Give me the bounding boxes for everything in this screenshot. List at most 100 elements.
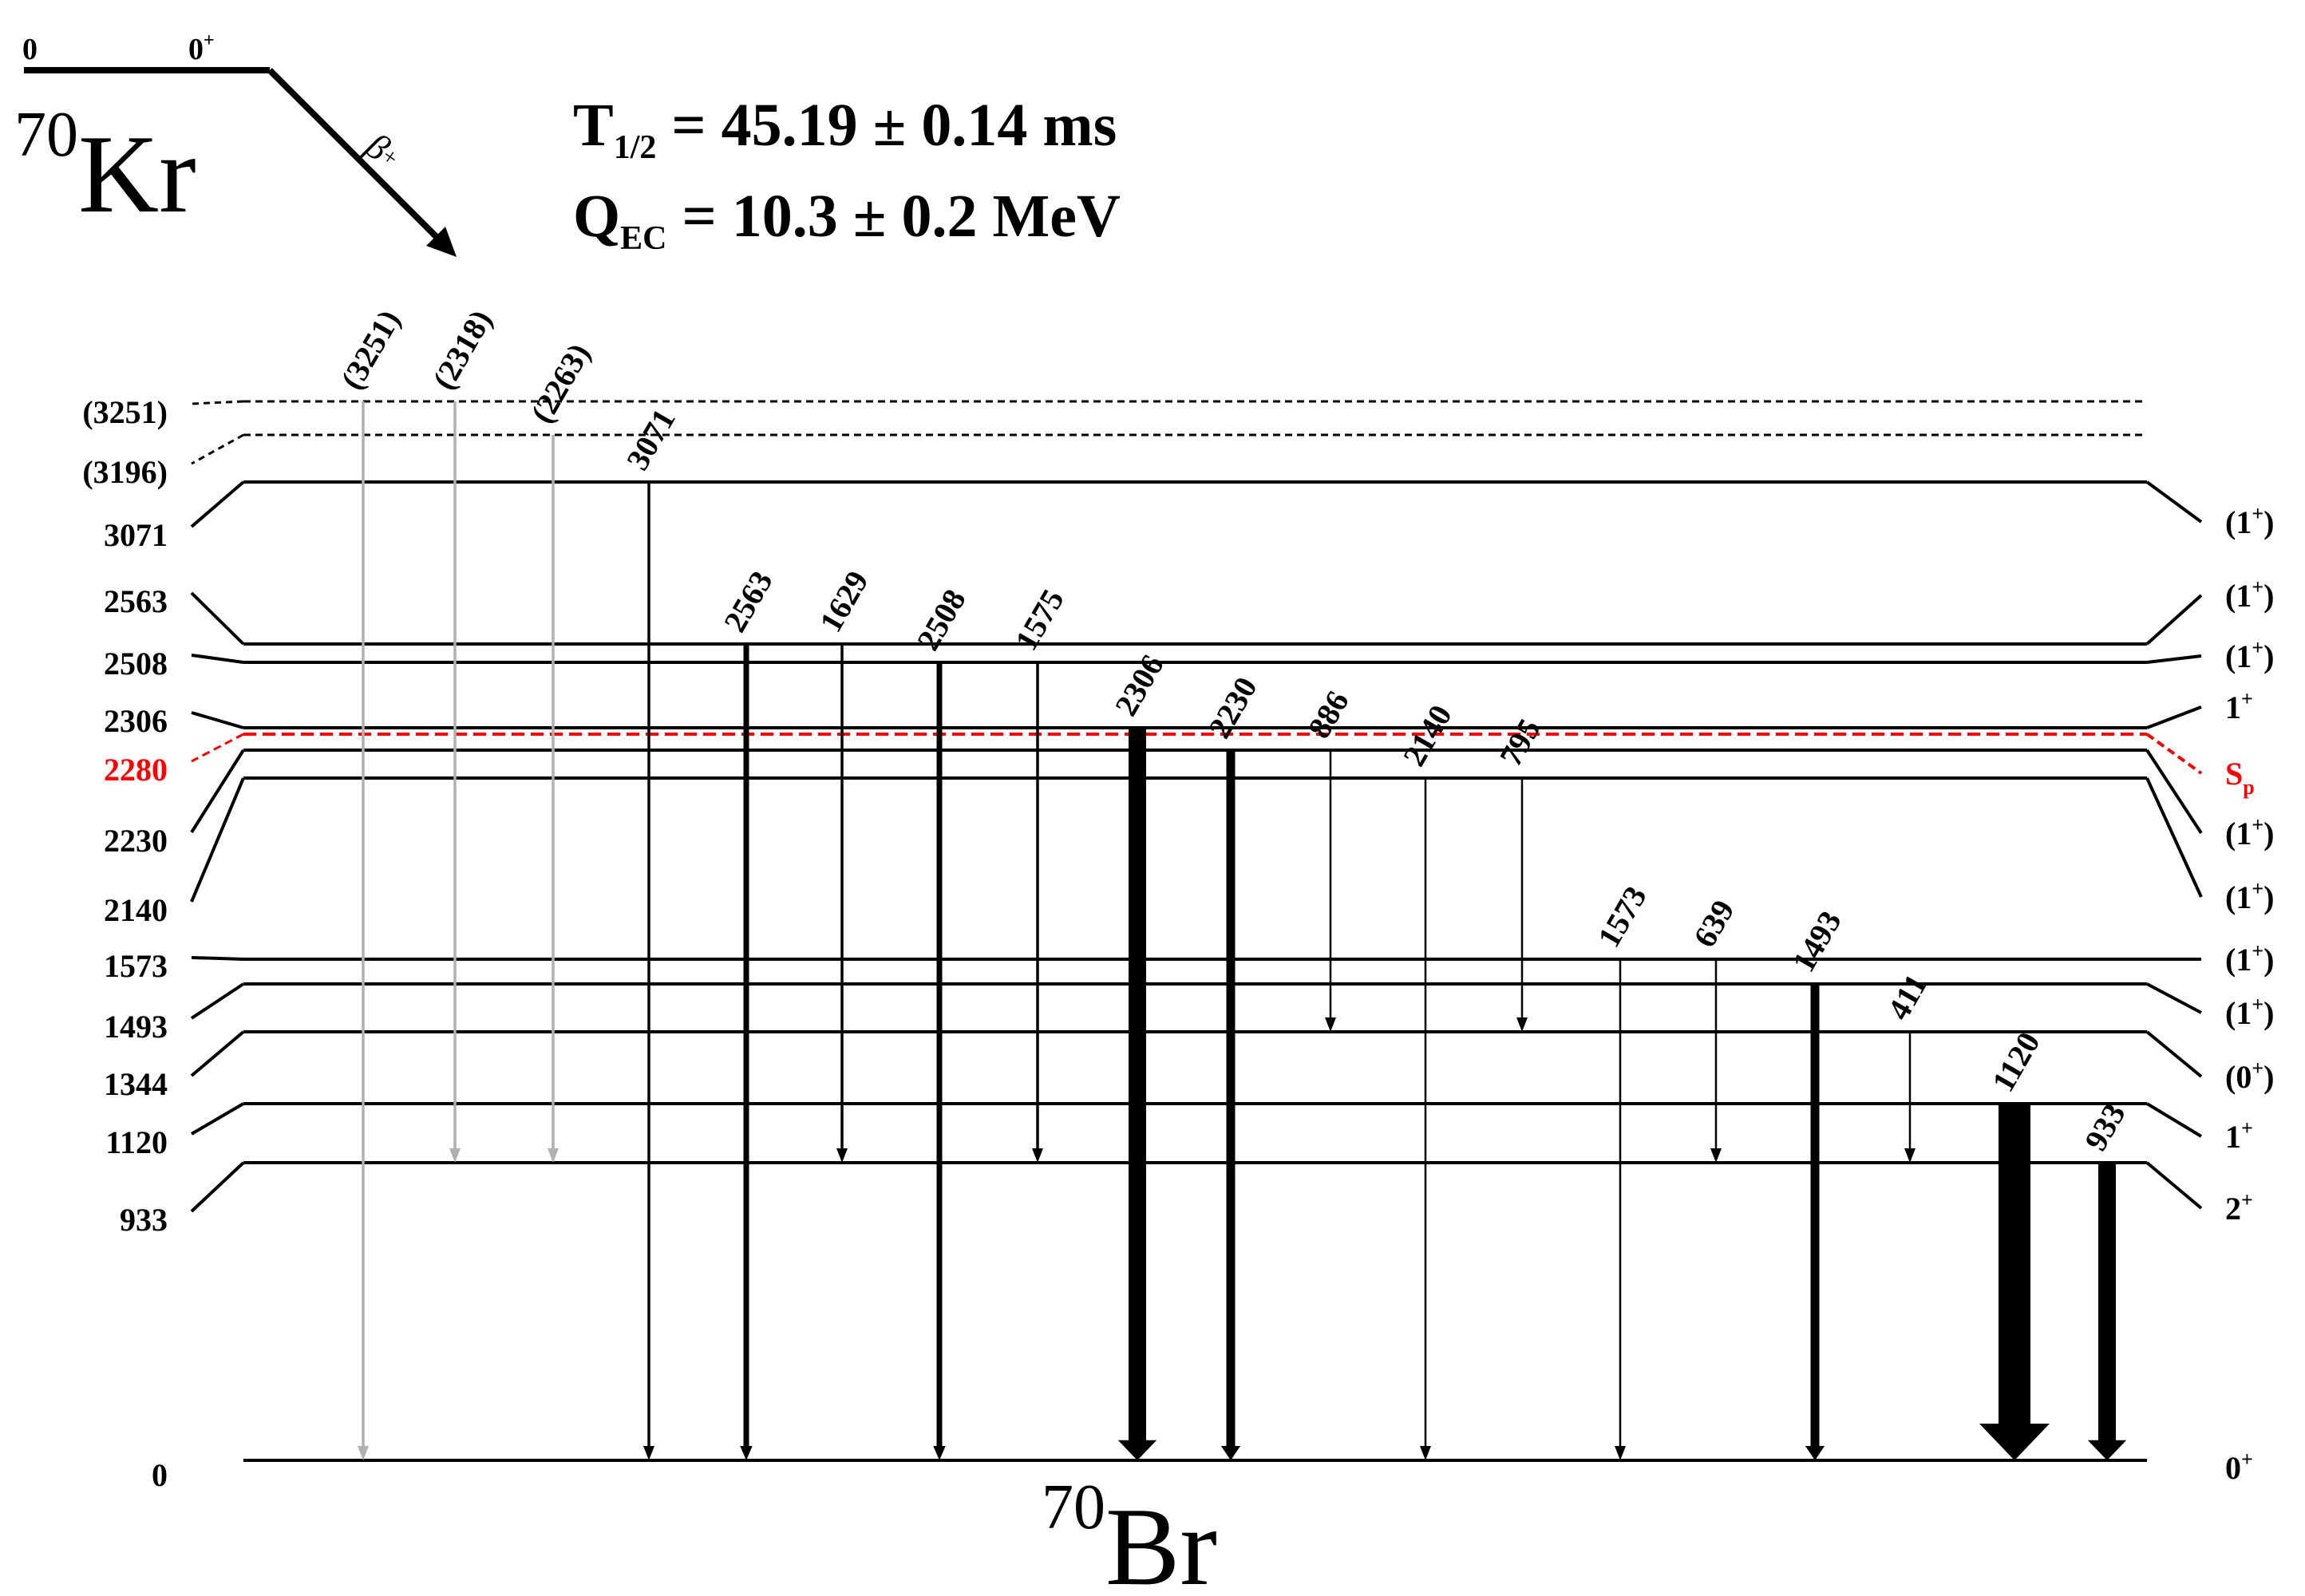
transition-2508: 2508: [910, 583, 973, 1460]
level-spin-label: 2+: [2225, 1188, 2253, 1227]
level-spin-label: (1+): [2225, 502, 2274, 540]
transition-energy-label: 1120: [1985, 1026, 2047, 1098]
level-1573: 1573 (1+): [104, 939, 2274, 984]
transition-1493: 1493: [1785, 905, 1848, 1460]
level-right-connector: [2146, 705, 2202, 729]
transition-arrowhead: [1117, 1440, 1157, 1460]
q-value-text: QEC = 10.3 ± 0.2 MeV: [573, 183, 1121, 257]
level-left-connector: [190, 982, 245, 1020]
level-energy-label: 1493: [104, 1009, 168, 1045]
transition-2306: 2306: [1108, 649, 1171, 1460]
level-energy-label: 1573: [104, 948, 168, 984]
level-left-connector: [190, 1102, 245, 1136]
transition-2140: 2140: [1396, 699, 1459, 1460]
level-spin-label: (1+): [2225, 877, 2274, 915]
transition-2563: 2563: [717, 565, 780, 1460]
level-spin-label: 0+: [2225, 1448, 2253, 1486]
transition-arrowhead: [933, 1446, 946, 1460]
level-right-connector: [2145, 777, 2203, 898]
transition-arrowhead: [1904, 1148, 1916, 1163]
transition-energy-label: (2263): [524, 338, 597, 429]
transition-639: 639: [1686, 894, 1742, 1163]
level-right-connector: [2145, 480, 2203, 523]
transition-arrowhead: [1516, 1017, 1528, 1032]
transition-energy-label: 411: [1880, 968, 1935, 1026]
gamma-transitions: (3251) (2318) (2263) 3071 2563 1629 2508 1575 23…: [334, 304, 2133, 1460]
level-energy-label: 2140: [104, 892, 168, 928]
level-right-connector: [2145, 1102, 2203, 1138]
level-3196: (3196): [82, 433, 2147, 490]
transition-arrowhead: [358, 1446, 369, 1460]
half-life-text: T1/2 = 45.19 ± 0.14 ms: [573, 92, 1117, 166]
level-energy-label: 2508: [104, 646, 168, 681]
transition-arrowhead: [1979, 1424, 2050, 1460]
level-right-connector: [2145, 749, 2203, 835]
beta-decay-arrowhead: [426, 227, 457, 257]
transition-arrowhead: [643, 1446, 654, 1460]
transition-3071: 3071: [619, 403, 682, 1460]
transition-1629: 1629: [812, 565, 876, 1163]
transition-1120: 1120: [1979, 1026, 2050, 1460]
level-1344: 1344 (0+): [104, 1030, 2274, 1102]
level-3071: 3071 (1+): [104, 480, 2274, 553]
level-3251: (3251): [82, 394, 2147, 430]
level-left-connector: [191, 400, 244, 405]
level-spin-label: (1+): [2225, 813, 2274, 851]
level-left-connector: [190, 749, 245, 834]
level-energy-label: 2563: [104, 583, 168, 619]
level-left-connector: [191, 433, 244, 465]
separation-energy-label: Sp: [2225, 756, 2255, 799]
level-spin-label: (1+): [2225, 993, 2274, 1031]
level-2563: 2563 (1+): [104, 575, 2274, 646]
parent-nucleus: 0 0+ 70Kr β+: [14, 30, 457, 257]
transition-arrowhead: [836, 1148, 848, 1163]
transition-arrowhead: [449, 1148, 461, 1163]
level-right-connector: [2145, 1030, 2203, 1078]
level-2280: 2280 Sp: [104, 733, 2255, 799]
transition-2230: 2230: [1201, 671, 1264, 1460]
transition-energy-label: (3251): [334, 304, 407, 396]
transition-arrowhead: [1325, 1017, 1336, 1032]
daughter-nucleus-label: 70Br: [1042, 1472, 1217, 1596]
transition-energy-label: (2318): [425, 304, 499, 396]
level-right-connector: [2145, 594, 2203, 646]
level-energy-label: 3071: [104, 517, 168, 553]
transition-energy-label: 2563: [717, 565, 780, 638]
level-left-connector: [191, 733, 244, 763]
transition-1575: 1575: [1008, 583, 1071, 1163]
transition-arrowhead: [548, 1148, 559, 1163]
transition-energy-label: 639: [1686, 894, 1742, 953]
level-spin-label: (0+): [2225, 1057, 2274, 1095]
level-energy-label: 933: [120, 1202, 168, 1238]
transition-411: 411: [1880, 968, 1935, 1163]
level-energy-label: 1344: [104, 1066, 168, 1102]
level-energy-label: 0: [152, 1457, 168, 1493]
energy-levels: (3251) (3196) 3071 (1+) 2563 (1+) 2508 (1+) 2306…: [82, 394, 2274, 1493]
transition-energy-label: 3071: [619, 403, 682, 476]
level-spin-label: (1+): [2225, 939, 2274, 978]
transition-886: 886: [1301, 685, 1356, 1032]
parent-level-spin: 0+: [188, 30, 215, 66]
transition-arrowhead: [1710, 1148, 1722, 1163]
transition-arrowhead: [2087, 1440, 2127, 1460]
level-left-connector: [191, 956, 244, 961]
level-energy-label: 2306: [104, 703, 168, 739]
level-2508: 2508 (1+): [104, 636, 2274, 681]
level-energy-label: (3251): [82, 394, 168, 430]
level-2230: 2230 (1+): [104, 749, 2274, 859]
transition-1573: 1573: [1591, 880, 1654, 1460]
transition-arrowhead: [1032, 1148, 1043, 1163]
level-right-connector: [2145, 1161, 2203, 1210]
level-spin-label: 1+: [2225, 1116, 2253, 1155]
transition-energy-label: 1573: [1591, 880, 1654, 954]
transition-933: 933: [2078, 1097, 2133, 1460]
level-1493: 1493 (1+): [104, 982, 2274, 1045]
level-spin-label: 1+: [2225, 687, 2253, 725]
decay-properties: T1/2 = 45.19 ± 0.14 ms QEC = 10.3 ± 0.2 …: [573, 92, 1121, 257]
transition-energy-label: 1629: [812, 565, 876, 638]
level-energy-label: (3196): [82, 454, 168, 490]
level-933: 933 2+: [120, 1161, 2253, 1238]
level-right-connector: [2145, 733, 2203, 775]
level-left-connector: [190, 480, 245, 528]
